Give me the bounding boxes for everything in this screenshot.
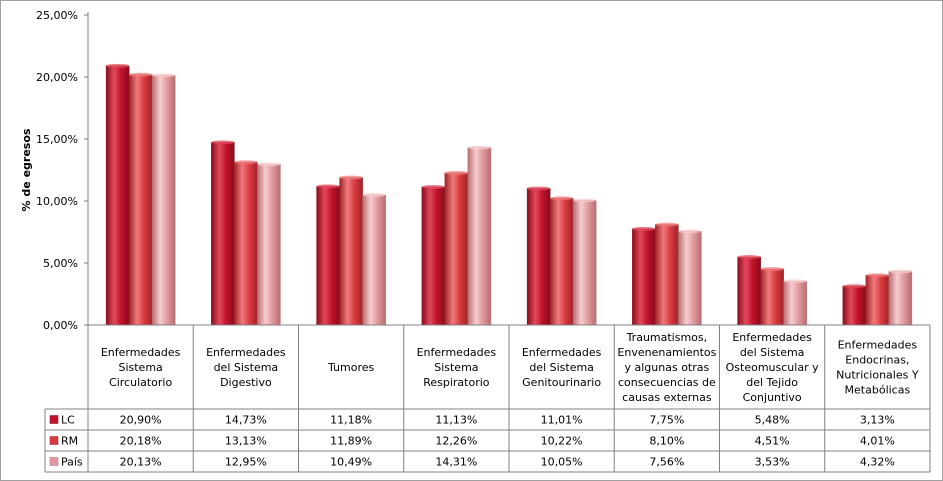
bar-lc (737, 256, 761, 326)
bar-highlight (783, 279, 807, 284)
bar-paxs (151, 75, 176, 326)
category-label: Enfermedades Sistema Circulatorio (101, 346, 181, 389)
bar-rm (234, 161, 258, 326)
bar-lc (316, 186, 340, 326)
category-label: Enfermedades del Sistema Digestivo (206, 346, 286, 389)
data-cell: 10,05% (541, 456, 583, 469)
bar-highlight (421, 184, 445, 189)
bar-highlight (152, 73, 176, 78)
data-cell: 4,51% (755, 435, 790, 448)
data-cell: 12,95% (225, 456, 267, 469)
bar-highlight (362, 192, 386, 197)
legend-label: País (61, 456, 83, 469)
y-tick-label: 25,00% (36, 9, 78, 22)
bar-lc (526, 188, 551, 326)
bar-rm (655, 224, 679, 326)
data-cell: 14,73% (225, 414, 267, 427)
bar-highlight (527, 186, 551, 191)
bar-rm (128, 74, 153, 326)
data-cell: 12,26% (435, 435, 477, 448)
bar-lc (211, 142, 235, 326)
data-cell: 11,18% (330, 414, 372, 427)
bar-highlight (339, 175, 363, 180)
category-label: Enfermedades Endocrinas, Nutricionales Y Me… (836, 339, 919, 397)
bar-paxs (678, 231, 702, 326)
data-cell: 7,75% (649, 414, 684, 427)
data-cell: 20,13% (120, 456, 162, 469)
data-cell: 11,89% (330, 435, 372, 448)
bar-highlight (842, 284, 866, 289)
bar-highlight (234, 160, 258, 165)
legend-key (49, 436, 59, 445)
data-cell: 7,56% (649, 456, 684, 469)
bar-highlight (129, 72, 153, 77)
data-cell: 20,18% (120, 435, 162, 448)
bar-highlight (865, 273, 889, 278)
bar-highlight (316, 184, 340, 189)
data-cell: 20,90% (120, 414, 162, 427)
data-cell: 11,13% (435, 414, 477, 427)
category-label: Enfermedades del Sistema Genitourinario (522, 346, 602, 389)
data-cell: 14,31% (435, 456, 477, 469)
bar-highlight (211, 140, 235, 145)
bar-lc (632, 228, 656, 326)
bar-highlight (550, 196, 574, 201)
bar-highlight (257, 162, 281, 167)
bar-highlight (573, 198, 597, 203)
data-cell: 8,10% (649, 435, 684, 448)
bar-rm (444, 172, 469, 326)
category-label: Traumatismos, Envenenamientos y algunas ot… (617, 331, 716, 404)
category-label: Tumores (327, 361, 375, 374)
y-axis-label: % de egresos (20, 128, 33, 211)
legend-key (49, 415, 59, 424)
bar-lc (842, 285, 867, 326)
bar-paxs (572, 200, 597, 326)
legend-label: RM (61, 435, 78, 448)
bar-paxs (783, 280, 807, 326)
data-cell: 3,13% (860, 414, 895, 427)
bar-paxs (888, 271, 913, 326)
bar-lc (105, 65, 130, 326)
bar-highlight (760, 267, 784, 272)
data-cell: 5,48% (755, 414, 790, 427)
legend-key (49, 457, 59, 466)
data-cell: 4,32% (860, 456, 895, 469)
bar-rm (549, 198, 574, 326)
legend-label: LC (61, 414, 75, 427)
category-label: Enfermedades del Sistema Osteomuscular y de… (726, 331, 819, 404)
data-cell: 10,49% (330, 456, 372, 469)
category-label: Enfermedades Sistema Respiratorio (417, 346, 497, 389)
bar-highlight (106, 63, 130, 68)
bar-paxs (257, 164, 281, 326)
bar-highlight (737, 255, 761, 260)
data-cell: 3,53% (755, 456, 790, 469)
bar-highlight (678, 229, 702, 234)
bar-highlight (888, 269, 912, 274)
bar-highlight (655, 222, 679, 227)
y-tick-label: 20,00% (36, 71, 78, 84)
y-tick-label: 5,00% (43, 257, 78, 270)
data-cell: 11,01% (541, 414, 583, 427)
y-tick-label: 15,00% (36, 133, 78, 146)
bar-highlight (632, 226, 656, 231)
bar-lc (421, 186, 446, 326)
data-cell: 4,01% (860, 435, 895, 448)
bar-rm (865, 275, 890, 326)
y-tick-label: 0,00% (43, 319, 78, 332)
bar-paxs (362, 194, 386, 326)
bar-paxs (467, 147, 492, 326)
bar-rm (760, 268, 784, 326)
bar-highlight (444, 170, 468, 175)
y-tick-label: 10,00% (36, 195, 78, 208)
data-cell: 13,13% (225, 435, 267, 448)
data-cell: 10,22% (541, 435, 583, 448)
bar-highlight (467, 145, 491, 150)
bar-rm (339, 177, 363, 326)
